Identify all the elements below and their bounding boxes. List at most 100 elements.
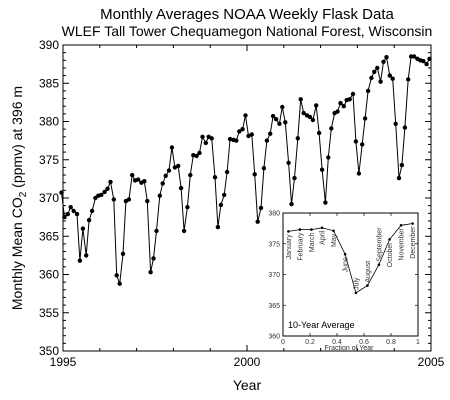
data-point bbox=[347, 97, 352, 102]
data-point bbox=[353, 139, 359, 144]
inset-y-tick-label: 360 bbox=[268, 334, 280, 341]
inset-data-point bbox=[287, 230, 290, 233]
data-point bbox=[384, 55, 389, 60]
data-point bbox=[102, 189, 107, 195]
data-point bbox=[399, 162, 405, 168]
inset-data-point bbox=[399, 224, 403, 227]
data-point bbox=[99, 192, 104, 198]
data-point bbox=[71, 208, 76, 214]
data-point bbox=[114, 273, 119, 278]
inset-chart: 360 365 370 375 380 0 0.2 0.4 0.6 0.8 1 January Feb… bbox=[268, 211, 420, 353]
chart-title: Monthly Averages NOAA Weekly Flask Data bbox=[100, 6, 394, 23]
data-point bbox=[310, 117, 316, 123]
data-point bbox=[185, 205, 190, 210]
y-tick-label: 365 bbox=[39, 229, 59, 243]
data-point bbox=[411, 54, 417, 59]
data-point bbox=[375, 65, 380, 71]
data-point bbox=[249, 132, 254, 137]
data-point bbox=[273, 117, 279, 122]
data-point bbox=[142, 179, 147, 184]
data-point bbox=[314, 103, 319, 108]
data-point bbox=[74, 211, 80, 217]
data-point bbox=[268, 131, 273, 136]
data-point bbox=[393, 121, 398, 127]
inset-data-series bbox=[287, 222, 414, 295]
data-point bbox=[286, 160, 291, 165]
data-point bbox=[212, 175, 218, 180]
data-point bbox=[424, 61, 429, 67]
data-point bbox=[406, 77, 411, 82]
y-tick-label: 380 bbox=[39, 115, 59, 129]
y-axis-label-rest: (ppmv) at 396 m bbox=[9, 86, 25, 192]
data-point bbox=[277, 121, 282, 127]
data-point bbox=[68, 205, 73, 210]
data-point bbox=[227, 136, 233, 142]
data-point bbox=[126, 197, 132, 202]
data-point bbox=[65, 211, 71, 217]
inset-data-point bbox=[310, 228, 313, 231]
inset-month-label: June bbox=[343, 257, 350, 272]
inset-x-tick-label: 0.2 bbox=[305, 339, 315, 346]
data-point bbox=[396, 175, 402, 181]
x-axis-label: Year bbox=[233, 377, 262, 393]
main-data-series bbox=[59, 54, 432, 286]
data-point bbox=[372, 69, 377, 75]
data-point bbox=[77, 258, 83, 263]
inset-month-label: May bbox=[331, 233, 338, 247]
data-point bbox=[421, 58, 426, 64]
data-point bbox=[350, 91, 356, 97]
main-axis-ticks: 350 355 360 365 370 375 380 385 390 1995 2000 2005 bbox=[39, 38, 445, 369]
data-point bbox=[362, 116, 368, 121]
inset-data-point bbox=[332, 229, 335, 233]
data-point bbox=[298, 97, 303, 102]
data-point bbox=[148, 270, 153, 275]
inset-axis-ticks: 360 365 370 375 380 0 0.2 0.4 0.6 0.8 1 bbox=[268, 211, 420, 347]
data-point bbox=[191, 153, 196, 158]
data-point bbox=[307, 114, 313, 120]
inset-data-point bbox=[411, 222, 414, 225]
y-tick-label: 360 bbox=[39, 268, 59, 282]
data-point bbox=[378, 79, 383, 84]
data-point bbox=[240, 127, 245, 132]
inset-data-point bbox=[366, 284, 369, 287]
data-point bbox=[200, 134, 205, 139]
inset-month-label: November bbox=[399, 228, 406, 261]
inset-data-point bbox=[388, 238, 391, 241]
data-point bbox=[222, 192, 227, 198]
data-point bbox=[145, 198, 150, 204]
data-point bbox=[301, 110, 306, 116]
data-point bbox=[258, 205, 264, 211]
data-point bbox=[402, 125, 408, 130]
data-point bbox=[264, 138, 270, 143]
data-point bbox=[120, 251, 126, 256]
data-point bbox=[381, 59, 386, 64]
y-axis-label: Monthly Mean CO2 (ppmv) at 396 m bbox=[9, 86, 29, 310]
data-point bbox=[323, 200, 328, 205]
data-point bbox=[135, 177, 141, 182]
data-point bbox=[59, 190, 64, 195]
data-point bbox=[188, 172, 193, 178]
inset-month-label: July bbox=[353, 277, 360, 290]
data-point bbox=[341, 104, 346, 109]
inset-month-label: April bbox=[320, 230, 327, 244]
inset-x-tick-label: 0.6 bbox=[359, 339, 369, 346]
data-point bbox=[111, 197, 117, 202]
inset-x-tick-label: 0 bbox=[281, 339, 285, 346]
inset-month-label: September bbox=[376, 227, 383, 262]
inset-x-tick-label: 0.8 bbox=[386, 339, 396, 346]
x-tick-label: 1995 bbox=[50, 355, 77, 369]
inset-data-point bbox=[343, 252, 347, 256]
data-point bbox=[154, 228, 159, 234]
data-point bbox=[86, 218, 92, 223]
data-point bbox=[283, 120, 288, 125]
data-point bbox=[360, 142, 365, 147]
inset-x-tick-label: 0.4 bbox=[332, 339, 342, 346]
data-point bbox=[243, 113, 248, 118]
data-point bbox=[335, 109, 340, 114]
data-point bbox=[329, 126, 334, 131]
inset-y-tick-label: 370 bbox=[268, 272, 280, 279]
y-axis-label-subscript: 2 bbox=[18, 191, 29, 197]
x-tick-label: 2000 bbox=[234, 355, 261, 369]
